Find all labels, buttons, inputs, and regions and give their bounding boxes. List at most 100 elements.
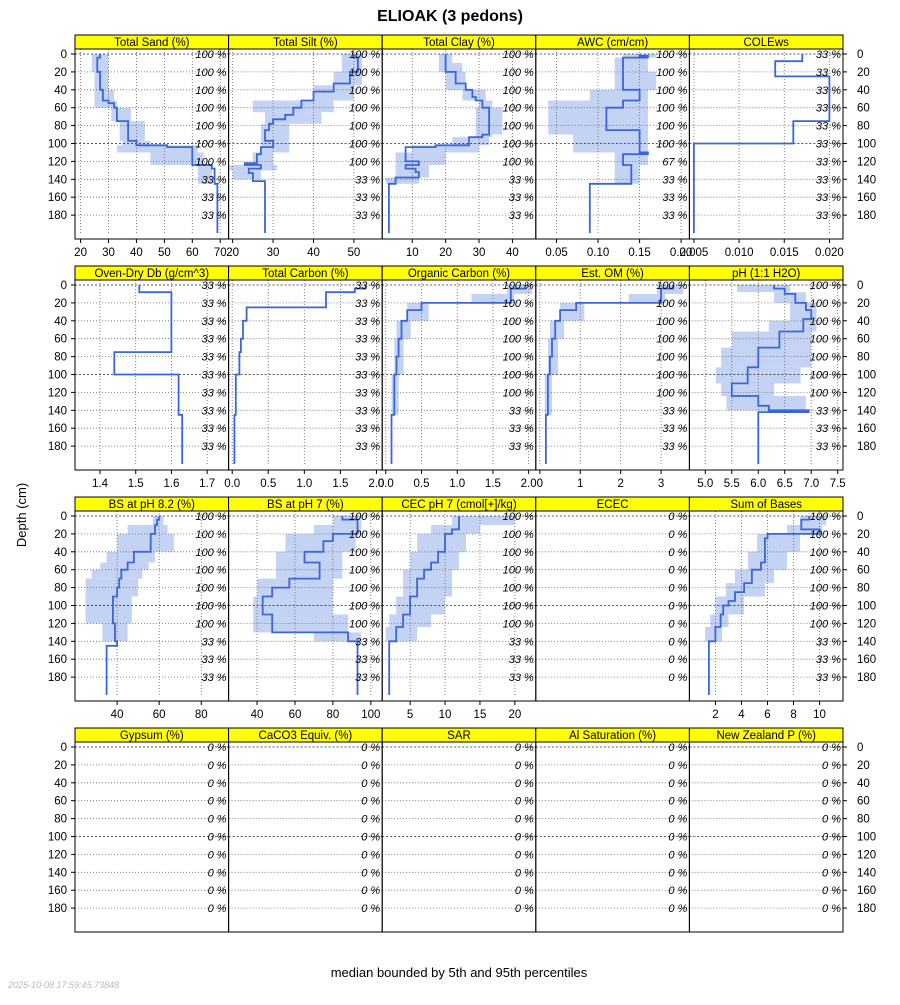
x-tick-label: 1.0 [296, 478, 312, 490]
x-tick-label: 8 [790, 709, 796, 721]
y-tick-label: 40 [857, 85, 870, 97]
panel-title: ECEC [597, 499, 629, 511]
median-line [545, 285, 675, 464]
percent-label: 100 % [656, 85, 687, 97]
x-tick-label: 60 [153, 709, 166, 721]
percentile-band [396, 320, 411, 339]
percent-label: 0 % [822, 796, 841, 808]
percentile-band [228, 164, 278, 171]
y-tick-label: 40 [857, 547, 870, 559]
median-line [708, 516, 821, 695]
y-tick-label: 60 [857, 796, 870, 808]
percentile-band [731, 331, 812, 348]
percent-label: 0 % [361, 796, 380, 808]
percent-label: 100 % [810, 334, 841, 346]
x-tick-label: 1.5 [485, 478, 501, 490]
percent-label: 0 % [668, 583, 687, 595]
x-tick-label: 40 [130, 247, 143, 259]
percent-label: 33 % [509, 654, 534, 666]
percent-label: 100 % [656, 139, 687, 151]
percentile-band [721, 347, 812, 368]
percent-label: 100 % [503, 156, 534, 168]
panel-total-carbon: Total Carbon (%) 33 % 33 % 33 % 33 % 33 % 33 %… [224, 265, 384, 490]
panel-al-saturation: Al Saturation (%) 0 % 0 % 0 % 0 % 0 % 0 % 0 % 0 … [535, 727, 690, 933]
percentile-band [313, 632, 362, 642]
percent-label: 33 % [355, 210, 380, 222]
y-tick-label: 140 [857, 405, 876, 417]
percent-label: 33 % [509, 210, 534, 222]
panel-title: SAR [447, 730, 471, 742]
x-tick-label: 7.0 [803, 478, 819, 490]
y-tick-label: 120 [857, 849, 876, 861]
percentile-band [710, 614, 729, 627]
y-tick-label: 60 [54, 565, 67, 577]
panel-new-zealand-p: New Zealand P (%) 0 % 0 % 0 % 0 % 0 % 0 % 0 % 0 … [688, 727, 876, 933]
median-line [388, 516, 460, 695]
percentile-band [116, 145, 198, 153]
percent-label: 100 % [349, 139, 380, 151]
percent-label: 0 % [515, 867, 534, 879]
panel-title: CaCO3 Equiv. (%) [259, 730, 353, 742]
percentile-band [127, 524, 168, 534]
percent-label: 0 % [208, 760, 227, 772]
y-tick-label: 180 [48, 672, 67, 684]
percentile-band [705, 626, 722, 642]
y-tick-label: 0 [61, 511, 67, 523]
percent-label: 100 % [349, 121, 380, 133]
percent-label: 33 % [509, 672, 534, 684]
percentile-band [768, 320, 817, 332]
panel-title: Total Carbon (%) [262, 268, 348, 280]
percent-label: 100 % [349, 103, 380, 115]
panel-total-silt: Total Silt (%) 100 % 100 % 100 % 100 % 100 % 1… [226, 34, 383, 259]
percent-label: 100 % [195, 156, 226, 168]
percentile-band [407, 302, 429, 321]
percent-label: 100 % [349, 601, 380, 613]
percent-label: 33 % [355, 441, 380, 453]
percent-label: 100 % [503, 298, 534, 310]
median-line [243, 54, 359, 233]
y-tick-label: 120 [48, 156, 67, 168]
x-tick-label: 10 [813, 709, 826, 721]
percent-label: 33 % [816, 654, 841, 666]
percent-label: 33 % [662, 441, 687, 453]
percent-label: 100 % [656, 280, 687, 292]
percentile-band [726, 395, 806, 411]
y-tick-label: 20 [54, 529, 67, 541]
percent-label: 33 % [816, 210, 841, 222]
percentile-band [85, 596, 132, 624]
x-tick-label: 5.5 [724, 478, 740, 490]
percent-label: 100 % [656, 121, 687, 133]
y-tick-label: 120 [857, 387, 876, 399]
x-tick-label: 6.0 [750, 478, 766, 490]
y-tick-label: 20 [54, 298, 67, 310]
percent-label: 100 % [195, 121, 226, 133]
y-tick-label: 80 [54, 583, 67, 595]
x-tick-label: 0.20 [670, 247, 692, 259]
percent-label: 100 % [349, 565, 380, 577]
median-line [96, 54, 219, 233]
median-line [233, 285, 367, 464]
percentile-band [385, 177, 419, 184]
y-tick-label: 160 [857, 654, 876, 666]
percentile-band [94, 100, 117, 108]
y-tick-label: 0 [857, 511, 863, 523]
panel-sar: SAR 0 % 0 % 0 % 0 % 0 % 0 % 0 % 0 % 0 % 0 % [381, 727, 537, 933]
x-tick-label: 7.5 [830, 478, 846, 490]
panels-layer: Total Sand (%)100 %100 %100 %100 %100 %1… [48, 34, 876, 933]
percentile-band [117, 533, 174, 552]
percent-label: 33 % [816, 672, 841, 684]
y-tick-label: 140 [857, 174, 876, 186]
percentile-band [119, 121, 145, 141]
percent-label: 33 % [816, 156, 841, 168]
x-tick-label: 10 [406, 247, 419, 259]
y-tick-label: 20 [54, 760, 67, 772]
panel-gypsum: Gypsum (%) 0 % 0 % 0 % 0 % 0 % 0 % 0 % 0 % 0 % 0 %… [48, 727, 230, 933]
x-tick-label: 40 [307, 247, 320, 259]
y-tick-label: 140 [857, 636, 876, 648]
median-line [105, 516, 161, 695]
percent-label: 33 % [662, 192, 687, 204]
y-tick-label: 20 [857, 529, 870, 541]
panel-frame [228, 741, 383, 933]
percent-label: 0 % [668, 867, 687, 879]
